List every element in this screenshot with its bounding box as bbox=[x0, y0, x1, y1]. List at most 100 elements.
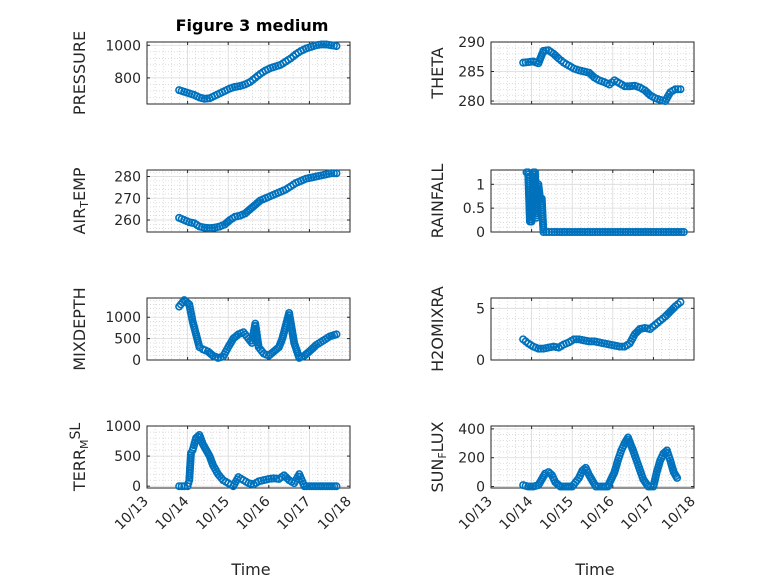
data-point bbox=[329, 169, 338, 178]
data-point bbox=[634, 326, 643, 335]
data-point bbox=[676, 85, 685, 94]
data-point bbox=[230, 333, 239, 342]
y-axis-label-part: TERR bbox=[70, 449, 89, 492]
data-point bbox=[289, 52, 298, 61]
data-point bbox=[197, 223, 206, 232]
data-point bbox=[554, 481, 563, 490]
data-point bbox=[324, 169, 333, 178]
data-point bbox=[521, 58, 530, 67]
y-tick-label: 270 bbox=[114, 191, 141, 207]
data-point bbox=[607, 341, 616, 350]
data-point bbox=[252, 199, 261, 208]
data-point bbox=[673, 85, 682, 94]
data-point bbox=[272, 474, 281, 483]
axes-box bbox=[490, 41, 695, 105]
data-point bbox=[531, 343, 540, 352]
y-axis-label-part: THETA bbox=[428, 47, 447, 99]
data-point bbox=[651, 228, 660, 237]
y-tick-label: 0 bbox=[132, 353, 141, 369]
data-point bbox=[613, 342, 622, 351]
data-point bbox=[203, 94, 212, 103]
data-point bbox=[582, 336, 591, 345]
data-point bbox=[253, 71, 262, 80]
subplot-6: 0 5 H2OMIXRA bbox=[428, 286, 695, 372]
data-point bbox=[181, 297, 190, 306]
y-axis-label-part: LUX bbox=[428, 421, 447, 452]
data-point bbox=[641, 228, 650, 237]
data-point bbox=[624, 228, 633, 237]
y-axis-label-part: MIXDEPTH bbox=[70, 287, 89, 370]
data-point bbox=[609, 470, 618, 479]
x-axis-label-left: Time bbox=[230, 560, 270, 579]
data-point bbox=[208, 223, 217, 232]
data-point bbox=[201, 444, 210, 453]
y-tick-label: 0 bbox=[476, 225, 485, 241]
data-point bbox=[668, 86, 677, 95]
data-point bbox=[541, 46, 550, 55]
data-point bbox=[573, 228, 582, 237]
data-point bbox=[634, 228, 643, 237]
y-axis-label-part: RAINFALL bbox=[428, 164, 447, 239]
y-tick-label: 500 bbox=[114, 449, 141, 465]
data-point bbox=[281, 472, 290, 481]
data-point bbox=[679, 228, 688, 237]
data-point bbox=[541, 344, 550, 353]
y-axis-label-part: SL bbox=[68, 423, 84, 440]
y-tick-label: 280 bbox=[114, 170, 141, 186]
y-axis-label: MIXDEPTH bbox=[70, 287, 89, 370]
data-point bbox=[177, 482, 186, 491]
axes-box bbox=[146, 297, 351, 361]
data-point bbox=[536, 344, 545, 353]
y-axis-label-part: PRESSURE bbox=[70, 31, 89, 115]
data-point bbox=[228, 83, 237, 92]
data-point bbox=[613, 458, 622, 467]
data-point bbox=[572, 65, 581, 74]
axes-box bbox=[146, 41, 351, 105]
data-point bbox=[582, 68, 591, 77]
data-point bbox=[572, 335, 581, 344]
data-point bbox=[568, 228, 577, 237]
data-point bbox=[601, 228, 610, 237]
data-point bbox=[631, 228, 640, 237]
data-point bbox=[626, 228, 635, 237]
data-point bbox=[578, 228, 587, 237]
data-point bbox=[551, 51, 560, 60]
data-point bbox=[616, 228, 625, 237]
data-point bbox=[602, 79, 611, 88]
data-point bbox=[535, 192, 544, 201]
data-point bbox=[302, 350, 311, 359]
data-point bbox=[643, 324, 652, 333]
data-point bbox=[319, 40, 328, 49]
y-tick-label: 200 bbox=[458, 451, 485, 467]
data-point bbox=[557, 56, 566, 65]
data-point bbox=[204, 450, 213, 459]
data-point bbox=[636, 228, 645, 237]
data-point bbox=[236, 329, 245, 338]
y-axis-label-part: AIR bbox=[70, 208, 89, 235]
data-point bbox=[178, 298, 187, 307]
y-axis-label: THETA bbox=[428, 47, 447, 99]
y-tick-label: 1 bbox=[476, 177, 485, 193]
data-point bbox=[567, 336, 576, 345]
data-point bbox=[271, 346, 280, 355]
data-point bbox=[677, 228, 686, 237]
data-point bbox=[563, 228, 572, 237]
data-point bbox=[304, 43, 313, 52]
data-point bbox=[611, 228, 620, 237]
data-point bbox=[308, 344, 317, 353]
data-point bbox=[323, 333, 332, 342]
data-point bbox=[667, 228, 676, 237]
y-tick-label: 0 bbox=[476, 480, 485, 496]
data-point bbox=[587, 337, 596, 346]
data-point bbox=[586, 70, 595, 79]
data-point bbox=[664, 228, 673, 237]
data-point bbox=[269, 63, 278, 72]
data-point bbox=[618, 342, 627, 351]
figure-title: Figure 3 medium bbox=[176, 16, 329, 35]
data-point bbox=[658, 96, 667, 105]
data-point bbox=[565, 482, 574, 491]
data-point bbox=[588, 228, 597, 237]
data-point bbox=[597, 338, 606, 347]
data-point bbox=[560, 228, 569, 237]
